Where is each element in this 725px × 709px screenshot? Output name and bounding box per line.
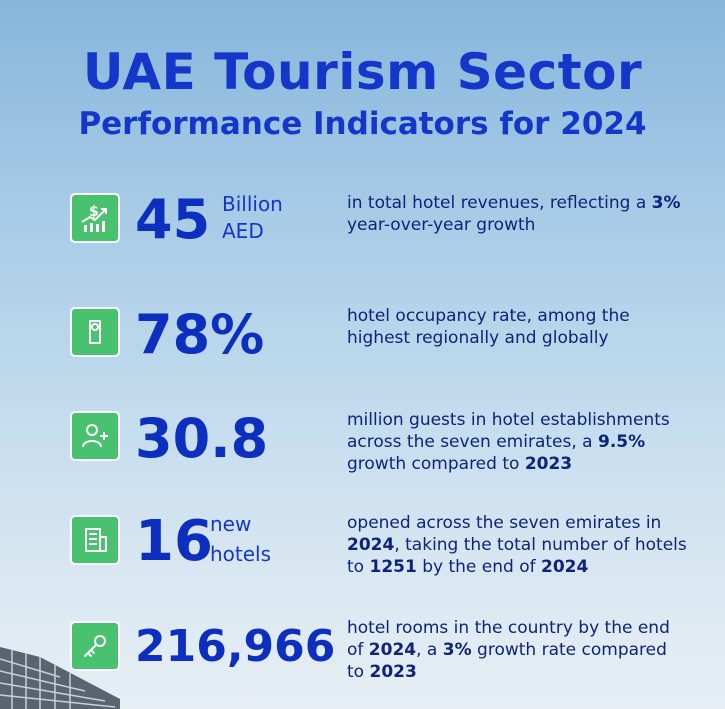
- highlight-text: 2024: [368, 640, 417, 660]
- indicator-value: 216,966: [135, 621, 336, 672]
- indicator-unit: Billion: [222, 192, 283, 216]
- description-text: , a: [416, 640, 443, 660]
- description-text: growth compared to: [347, 454, 525, 474]
- description-text: opened across the seven emirates in: [347, 513, 662, 533]
- description-text: growth rate compared to: [347, 640, 667, 682]
- building-silhouette: [0, 647, 120, 709]
- page-title: UAE Tourism Sector: [82, 43, 643, 101]
- highlight-text: 2023: [369, 662, 417, 682]
- highlight-text: 2024: [541, 557, 589, 577]
- highlight-text: 9.5%: [597, 432, 646, 452]
- indicator-value: 78%: [135, 303, 265, 366]
- highlight-text: 1251: [369, 557, 417, 577]
- indicator-description: million guests in hotel establishments a…: [347, 409, 687, 475]
- highlight-text: 2024: [347, 535, 395, 555]
- highlight-text: 3%: [442, 640, 472, 660]
- indicator-value: 16: [135, 509, 213, 574]
- description-text: year-over-year growth: [347, 215, 536, 235]
- highlight-text: 3%: [651, 193, 681, 213]
- hotel-building-icon: [70, 515, 120, 565]
- svg-text:$: $: [89, 204, 99, 220]
- page-subtitle: Performance Indicators for 2024: [78, 106, 647, 142]
- description-text: hotel rooms in the country by the end of: [347, 618, 670, 660]
- indicator-description: in total hotel revenues, reflecting a 3%…: [347, 192, 687, 236]
- add-user-icon: [70, 411, 120, 461]
- description-text: hotel occupancy rate, among the highest …: [347, 306, 630, 348]
- door-hanger-icon: [70, 307, 120, 357]
- indicator-unit: hotels: [210, 542, 272, 566]
- description-text: in total hotel revenues, reflecting a: [347, 193, 652, 213]
- key-icon: [70, 621, 120, 671]
- indicator-description: hotel occupancy rate, among the highest …: [347, 305, 687, 349]
- indicator-value: 30.8: [135, 407, 269, 470]
- indicator-unit: new: [210, 512, 252, 536]
- indicator-description: hotel rooms in the country by the end of…: [347, 617, 687, 683]
- indicator-description: opened across the seven emirates in 2024…: [347, 512, 687, 578]
- revenue-growth-icon: $: [70, 193, 120, 243]
- description-text: million guests in hotel establishments a…: [347, 410, 670, 452]
- indicator-value: 45: [135, 188, 211, 251]
- indicator-unit: AED: [222, 219, 264, 243]
- highlight-text: 2023: [524, 454, 573, 474]
- description-text: by the end of: [416, 557, 541, 577]
- description-text: , taking the total number of hotels to: [347, 535, 687, 577]
